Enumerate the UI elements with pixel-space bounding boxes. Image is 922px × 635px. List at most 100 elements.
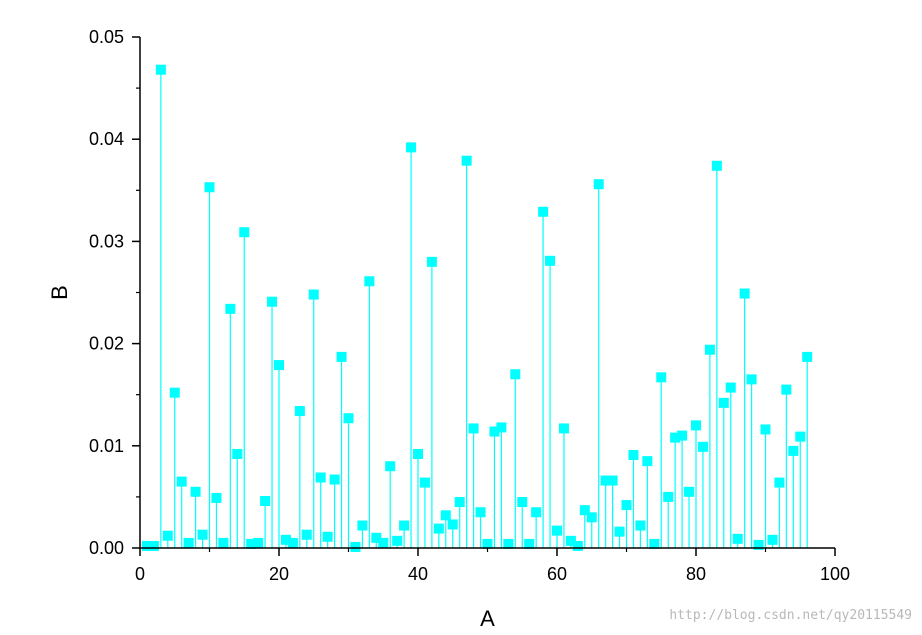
data-point: [558, 423, 569, 434]
data-point: [413, 448, 423, 459]
data-point: [670, 432, 681, 443]
data-point: [183, 537, 194, 548]
data-point: [802, 351, 813, 362]
data-point: [343, 413, 354, 424]
x-tick-label: 80: [686, 564, 706, 584]
data-point: [552, 525, 562, 536]
data-point: [392, 535, 403, 546]
data-point: [204, 182, 215, 193]
data-point: [176, 476, 187, 487]
data-point: [315, 472, 326, 483]
data-point: [385, 461, 396, 472]
data-point: [711, 160, 722, 171]
data-point: [148, 540, 159, 551]
data-point: [545, 255, 556, 266]
data-point: [586, 512, 597, 523]
x-tick-label: 20: [269, 564, 289, 584]
y-tick-label: 0.04: [89, 129, 124, 149]
data-point: [336, 351, 347, 362]
data-point: [704, 344, 715, 355]
data-point: [732, 533, 743, 544]
data-point: [155, 64, 166, 75]
data-point: [301, 529, 312, 540]
data-point: [267, 296, 278, 307]
data-point: [364, 276, 375, 287]
data-point: [739, 288, 750, 299]
y-tick-label: 0.00: [89, 538, 124, 558]
data-point: [357, 520, 368, 531]
data-point: [531, 507, 542, 518]
data-point: [621, 500, 632, 511]
data-point: [419, 477, 430, 488]
data-point: [440, 510, 451, 521]
data-point: [190, 486, 201, 497]
x-axis-title: A: [480, 606, 495, 631]
data-point: [496, 422, 507, 433]
data-point: [607, 475, 618, 486]
data-point: [280, 534, 291, 545]
data-point: [426, 256, 437, 267]
data-point: [218, 537, 229, 548]
data-point: [614, 526, 625, 537]
data-point: [746, 374, 757, 385]
data-point: [197, 529, 208, 540]
data-point: [649, 538, 660, 549]
data-point: [322, 531, 333, 542]
data-point: [684, 486, 695, 497]
plot-area: [141, 64, 813, 552]
x-tick-label: 40: [408, 564, 428, 584]
data-point: [482, 538, 493, 549]
data-point: [760, 424, 771, 435]
data-point: [538, 206, 549, 217]
data-point: [232, 448, 243, 459]
data-point: [350, 541, 361, 552]
data-point: [169, 387, 180, 398]
x-tick-label: 0: [135, 564, 145, 584]
y-tick-label: 0.01: [89, 436, 124, 456]
data-point: [753, 539, 764, 550]
data-point: [767, 534, 778, 545]
data-point: [489, 426, 500, 437]
data-point: [579, 505, 590, 516]
data-point: [725, 382, 736, 393]
y-tick-label: 0.02: [89, 334, 124, 354]
data-point: [795, 431, 806, 442]
data-point: [572, 540, 583, 551]
data-point: [253, 537, 264, 548]
data-point: [141, 540, 152, 551]
data-point: [260, 495, 271, 506]
data-point: [642, 456, 653, 467]
data-point: [287, 537, 298, 548]
data-point: [524, 538, 535, 549]
data-point: [447, 519, 458, 530]
data-point: [211, 492, 222, 503]
data-point: [635, 520, 646, 531]
data-point: [781, 384, 792, 395]
data-point: [697, 441, 708, 452]
x-tick-label: 100: [820, 564, 850, 584]
data-point: [225, 303, 236, 314]
data-point: [600, 475, 611, 486]
data-point: [475, 507, 486, 518]
data-point: [774, 477, 785, 488]
data-point: [656, 372, 667, 383]
data-point: [246, 538, 257, 549]
axes: 0 20 40 60 80 100 0.00 0.01 0.02 0.03 0.04 0.05: [89, 27, 850, 584]
data-point: [461, 155, 472, 166]
data-point: [517, 497, 528, 508]
data-point: [378, 537, 389, 548]
y-tick-label: 0.05: [89, 27, 124, 47]
data-point: [406, 142, 417, 153]
watermark-text: http://blog.csdn.net/qy20115549: [669, 608, 912, 623]
data-point: [454, 497, 465, 508]
data-point: [691, 420, 701, 431]
x-tick-label: 60: [547, 564, 567, 584]
data-point: [593, 179, 604, 190]
data-point: [510, 369, 521, 380]
data-point: [371, 532, 382, 543]
data-point: [718, 397, 729, 408]
data-point: [677, 430, 688, 441]
data-point: [239, 227, 250, 238]
data-point: [628, 449, 639, 460]
